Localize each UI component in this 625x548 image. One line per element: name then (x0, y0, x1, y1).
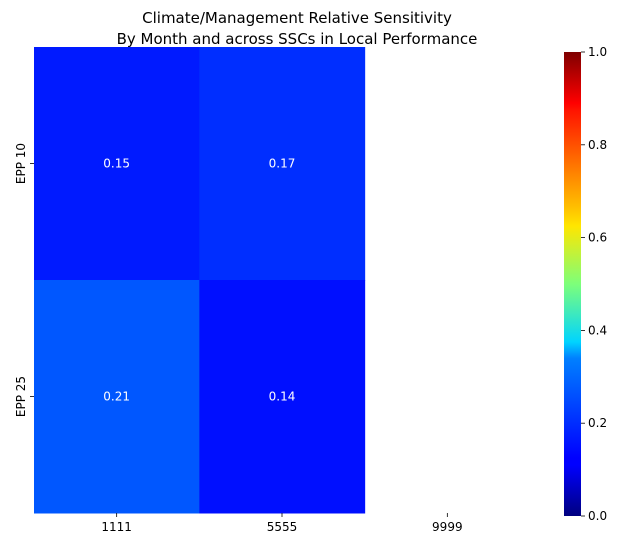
chart-title-line-2: By Month and across SSCs in Local Perfor… (117, 30, 478, 48)
colorbar-tick-label: 0.4 (588, 323, 607, 337)
colorbar-tick-label: 0.8 (588, 138, 607, 152)
y-tick-label: EPP 25 (14, 376, 28, 417)
cell-value-label: 0.15 (103, 157, 130, 171)
chart-title-line-1: Climate/Management Relative Sensitivity (142, 9, 452, 27)
heatmap-cell (34, 47, 200, 281)
y-axis: EPP 10 EPP 25 (14, 143, 34, 417)
y-tick-label: EPP 10 (14, 143, 28, 184)
cell-value-label: 0.14 (269, 390, 296, 404)
cell-value-label: 0.17 (269, 157, 296, 171)
colorbar-tick-label: 0.0 (588, 509, 607, 523)
heatmap-cells (34, 47, 366, 514)
colorbar-tick-label: 0.6 (588, 231, 607, 245)
x-tick-label: 9999 (432, 520, 463, 534)
colorbar-axis: 0.0 0.2 0.4 0.6 0.8 1.0 (581, 45, 607, 523)
heatmap-cell (199, 47, 366, 281)
heatmap-cell (34, 280, 200, 514)
heatmap-cell (199, 280, 366, 514)
x-axis: 1111 5555 9999 (101, 513, 463, 534)
heatmap-cell-labels: 0.15 0.17 0.21 0.14 (103, 157, 295, 404)
x-tick-label: 1111 (101, 520, 132, 534)
colorbar (564, 52, 581, 516)
x-tick-label: 5555 (267, 520, 298, 534)
cell-value-label: 0.21 (103, 390, 130, 404)
colorbar-tick-label: 1.0 (588, 45, 607, 59)
colorbar-tick-label: 0.2 (588, 416, 607, 430)
